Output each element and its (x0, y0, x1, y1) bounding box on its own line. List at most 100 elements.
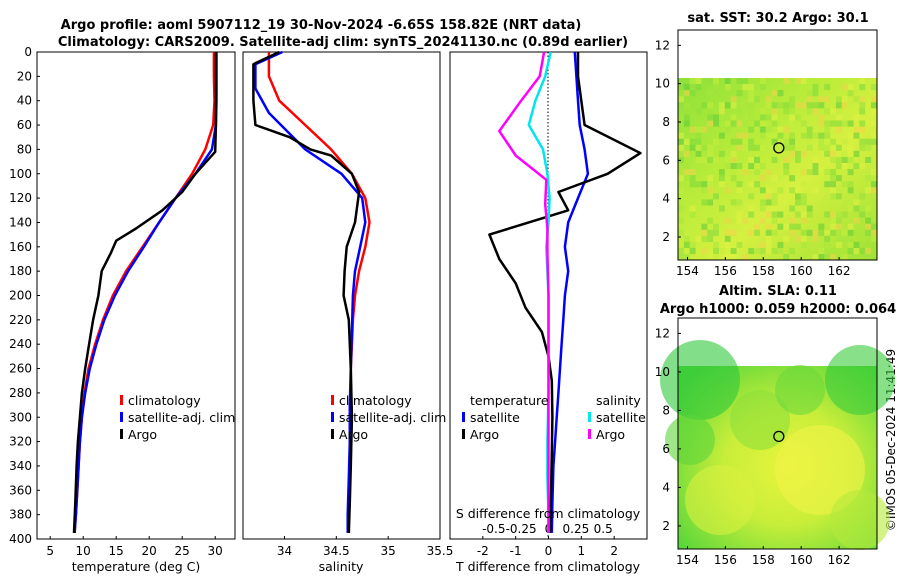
t-difference-tick-label: 1 (578, 544, 586, 558)
sst-pixel (759, 217, 766, 224)
sst-pixel (765, 235, 772, 242)
sst-pixel (748, 108, 755, 115)
argo-location-marker (773, 430, 785, 443)
sst-pixel (800, 217, 807, 224)
sst-pixel (678, 114, 684, 121)
sst-pixel (853, 132, 860, 139)
salinity-tick-label: 34 (277, 544, 292, 558)
sst-pixel (835, 235, 842, 242)
sst-pixel (806, 96, 813, 103)
sst-pixel (742, 254, 749, 261)
sst-pixel (707, 90, 714, 97)
sst-pixel (742, 84, 749, 91)
sst-pixel (812, 132, 819, 139)
sst-pixel (789, 144, 796, 151)
depth-ticks: 0 20 40 60 80 100 120 140 160 180 200 220 240 260 280 3… (9, 45, 40, 546)
sst-pixel (795, 187, 801, 194)
sst-pixel (701, 187, 708, 194)
sst-pixel (830, 120, 836, 127)
sst-pixel (830, 254, 836, 261)
sst-pixel (713, 78, 719, 85)
sst-pixel (730, 217, 737, 224)
sst-pixel (847, 229, 854, 236)
lat-tick-label: 6 (662, 442, 670, 456)
sst-pixel (683, 84, 690, 91)
sst-pixel (742, 78, 749, 85)
sst-pixel (783, 126, 790, 133)
salinity-legend: climatology satellite-adj. clim Argo (331, 393, 446, 442)
sst-pixel (830, 229, 836, 236)
sst-pixel (789, 175, 796, 182)
sst-pixel (713, 199, 719, 206)
satellite-line (73, 52, 218, 533)
legend-climatology-label: climatology (128, 393, 201, 408)
sst-pixel (713, 84, 719, 91)
sst-pixel (847, 84, 854, 91)
sst-pixel (742, 169, 749, 176)
sst-pixel (847, 187, 854, 194)
sst-pixel (736, 181, 743, 188)
sst-map-axes-box (677, 29, 878, 261)
sst-pixel (830, 187, 836, 194)
depth-tick-label: 140 (9, 215, 32, 229)
legend-temperature-title: temperature (470, 393, 549, 408)
temperature-tick-label: 25 (175, 544, 190, 558)
sst-pixel (824, 235, 831, 242)
s-difference-tick-label: -0.5 (482, 522, 505, 536)
sst-pixel (683, 90, 690, 97)
sst-pixel (835, 156, 842, 164)
sst-pixel (841, 138, 848, 145)
sst-pixel (795, 199, 801, 206)
sst-pixel (748, 162, 755, 170)
sst-pixel (707, 78, 714, 85)
sst-pixel (824, 96, 831, 103)
sst-pixel (724, 175, 731, 182)
temperature-xlabel: temperature (deg C) (72, 559, 201, 574)
sst-pixel (759, 144, 766, 151)
legend-satellite-label: satellite-adj. clim (128, 410, 235, 425)
sst-pixel (853, 241, 860, 248)
sst-pixel (678, 247, 684, 255)
sla-blob (775, 425, 865, 515)
lat-tick-label: 8 (662, 115, 670, 129)
sst-pixel (824, 150, 831, 157)
sst-pixel (824, 254, 831, 261)
sst-pixel (707, 144, 714, 151)
sst-pixel (678, 229, 684, 236)
sst-pixel (806, 205, 813, 212)
sst-pixel (830, 150, 836, 157)
sst-pixel (812, 102, 819, 109)
sst-pixel (824, 229, 831, 236)
sst-pixel (806, 229, 813, 236)
sst-pixel (765, 132, 772, 139)
sst-pixel (707, 156, 714, 164)
lat-tick-label: 10 (655, 365, 670, 379)
t-difference-tick-label: 0 (545, 544, 553, 558)
sst-pixel (812, 187, 819, 194)
depth-tick-label: 60 (17, 118, 32, 132)
depth-tick-label: 220 (9, 313, 32, 327)
sst-pixel (806, 90, 813, 97)
depth-tick-label: 40 (17, 94, 32, 108)
sst-pixel (795, 102, 801, 109)
sst-pixel (818, 223, 825, 230)
sla-blob (730, 390, 790, 450)
sst-pixel (841, 156, 848, 164)
sst-pixel (713, 229, 719, 236)
lat-tick-label: 2 (662, 519, 670, 533)
sst-pixel (871, 162, 877, 170)
sst-pixel (859, 96, 866, 103)
sst-pixel (689, 144, 696, 151)
sst-pixel (707, 229, 714, 236)
satellite-line (254, 50, 367, 533)
sst-pixel (853, 162, 860, 170)
sst-pixel (707, 187, 714, 194)
sst-pixel (718, 114, 725, 121)
sst-pixel (830, 156, 836, 164)
depth-tick-label: 200 (9, 289, 32, 303)
sst-pixel (724, 102, 731, 109)
sst-pixel (748, 181, 755, 188)
sst-pixel (865, 247, 872, 255)
sst-pixel (859, 138, 866, 145)
sst-pixel (701, 102, 708, 109)
